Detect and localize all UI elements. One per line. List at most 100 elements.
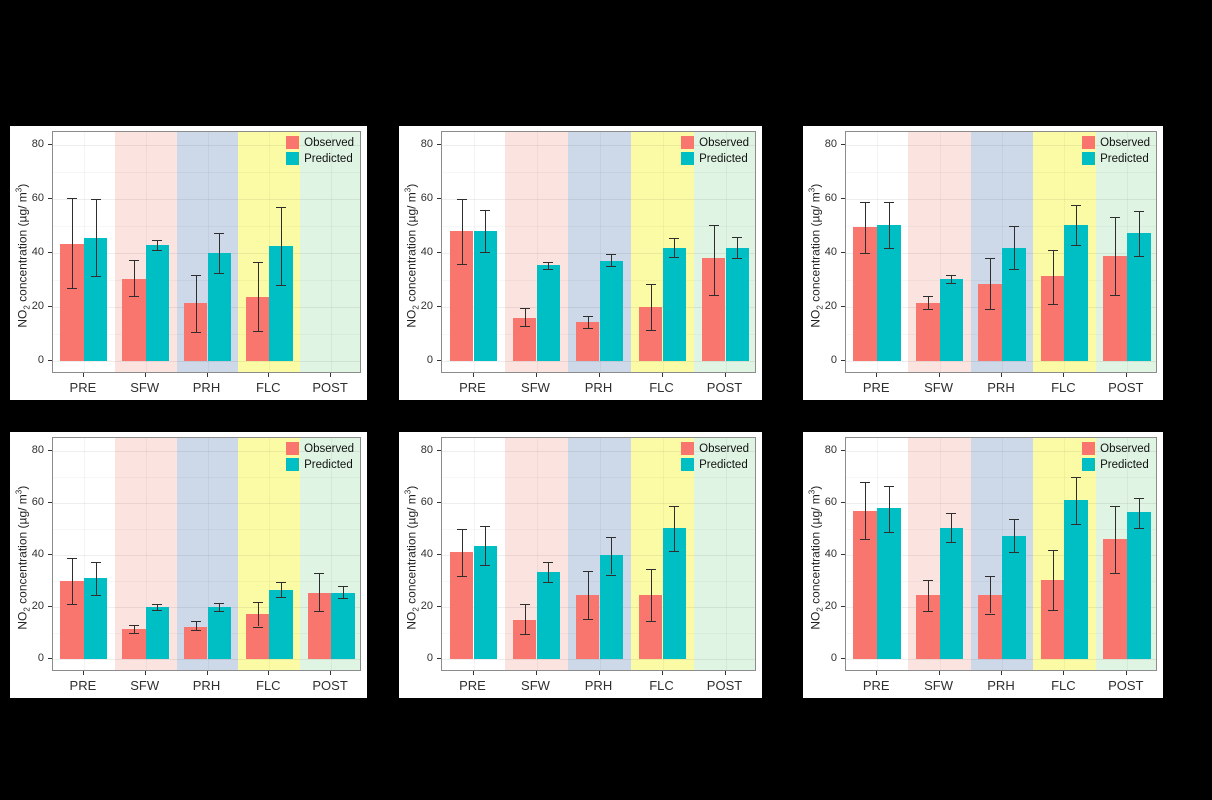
error-bar-cap-top: [128, 625, 139, 627]
vertical-gridline: [331, 438, 333, 670]
error-bar-cap-top: [190, 274, 201, 276]
major-gridline: [442, 145, 755, 147]
x-axis-tick: [206, 671, 208, 675]
y-axis-title-part: 2: [815, 305, 825, 310]
x-axis-category-label: FLC: [256, 380, 281, 395]
error-bar-cap-bottom: [1133, 255, 1144, 257]
x-axis-category-label: SFW: [521, 678, 550, 693]
y-axis-tick-label: 0: [37, 652, 44, 664]
error-bar-cap-bottom: [606, 266, 617, 268]
legend-swatch-predicted: [681, 458, 695, 471]
error-bar-cap-bottom: [456, 575, 467, 577]
error-bar-cap-top: [669, 238, 680, 240]
plot-panel: [845, 131, 1157, 373]
error-bar-cap-top: [1133, 211, 1144, 213]
x-axis-tick: [330, 671, 332, 675]
major-gridline: [846, 199, 1156, 201]
error-bar-line: [674, 505, 676, 552]
bar-predicted-flc: [269, 590, 293, 659]
x-axis-category-label: PRH: [987, 678, 1015, 693]
error-bar-line: [650, 569, 652, 622]
error-bar-line: [524, 604, 526, 635]
y-axis-tick: [48, 554, 52, 555]
legend-swatch-predicted: [286, 152, 300, 165]
major-gridline: [846, 145, 1156, 147]
error-bar-cap-bottom: [480, 251, 491, 253]
x-axis-category-label: PRE: [862, 380, 890, 395]
error-bar-cap-top: [606, 536, 617, 538]
bar-predicted-flc: [662, 527, 687, 659]
bar-predicted-flc: [269, 246, 293, 361]
error-bar-line: [951, 274, 953, 283]
vertical-gridline: [207, 132, 209, 372]
y-axis-title-part: 3: [403, 187, 413, 193]
error-bar-line: [927, 296, 929, 310]
y-axis-tick-label: 80: [420, 444, 433, 456]
x-axis-category-label: FLC: [256, 678, 281, 693]
y-axis-tick-label: 80: [420, 138, 433, 151]
error-bar-line: [990, 575, 992, 614]
error-bar-cap-top: [543, 262, 554, 264]
bar-observed-sfw: [122, 629, 146, 659]
plot-panel: [52, 131, 361, 373]
error-bar-line: [548, 262, 550, 270]
y-axis-tick-label: 80: [31, 444, 44, 456]
error-bar-line: [713, 224, 715, 295]
vertical-gridline: [331, 132, 333, 372]
vertical-gridline: [536, 438, 538, 670]
y-axis-tick: [437, 252, 441, 253]
bar-predicted-pre: [877, 224, 901, 361]
x-axis-category-label: POST: [706, 678, 743, 693]
y-axis-tick: [841, 144, 845, 146]
error-bar-cap-bottom: [946, 282, 957, 284]
legend-item-observed: Observed: [286, 442, 354, 455]
bar-observed-flc: [245, 613, 270, 659]
error-bar-cap-top: [1109, 505, 1120, 507]
error-bar-line: [1076, 477, 1078, 524]
x-axis-tick: [330, 373, 332, 377]
error-bar-line: [1076, 204, 1078, 245]
error-bar-cap-bottom: [276, 596, 287, 598]
legend: Observed Predicted: [681, 442, 749, 471]
error-bar-cap-bottom: [860, 539, 871, 541]
legend: Observed Predicted: [1082, 136, 1150, 165]
bar-observed-flc: [1040, 579, 1065, 659]
legend-label: Predicted: [699, 152, 748, 165]
x-axis-tick: [1125, 373, 1127, 377]
error-bar-cap-bottom: [90, 275, 101, 277]
error-bar-cap-top: [152, 604, 163, 606]
x-axis-category-label: FLC: [1051, 678, 1076, 693]
error-bar-line: [95, 561, 97, 596]
error-bar-line: [674, 238, 676, 258]
no2-chart-top-middle: 0 20 40 60 80 PRE SFW PRH FLC POST NO2 concentrati…: [399, 126, 762, 400]
legend-item-predicted: Predicted: [681, 152, 749, 165]
legend-label: Observed: [304, 136, 354, 149]
bar-predicted-prh: [599, 261, 624, 361]
y-axis-tick: [437, 658, 441, 659]
error-bar-cap-top: [1109, 216, 1120, 218]
major-gridline: [442, 360, 755, 362]
x-axis-tick: [938, 373, 940, 377]
x-axis-tick: [661, 671, 663, 675]
error-bar-cap-bottom: [128, 633, 139, 634]
major-gridline: [53, 360, 360, 362]
error-bar-line: [587, 570, 589, 619]
legend-swatch-predicted: [286, 458, 300, 471]
error-bar-cap-bottom: [708, 294, 719, 296]
error-bar-line: [1052, 549, 1054, 610]
minor-gridline: [846, 477, 1156, 478]
x-axis-category-label: PRH: [584, 380, 613, 395]
bar-predicted-prh: [1002, 247, 1026, 361]
minor-gridline: [53, 172, 360, 173]
x-axis-tick: [535, 373, 537, 377]
error-bar-line: [1114, 505, 1116, 574]
legend-label: Predicted: [304, 458, 353, 471]
vertical-gridline: [207, 438, 209, 670]
legend-item-observed: Observed: [681, 136, 749, 149]
legend-item-observed: Observed: [286, 136, 354, 149]
error-bar-cap-top: [922, 296, 933, 298]
y-axis-tick: [841, 305, 845, 307]
bar-observed-post: [701, 258, 726, 361]
y-axis-title-part: ): [808, 485, 823, 490]
error-bar-cap-bottom: [1109, 573, 1120, 575]
